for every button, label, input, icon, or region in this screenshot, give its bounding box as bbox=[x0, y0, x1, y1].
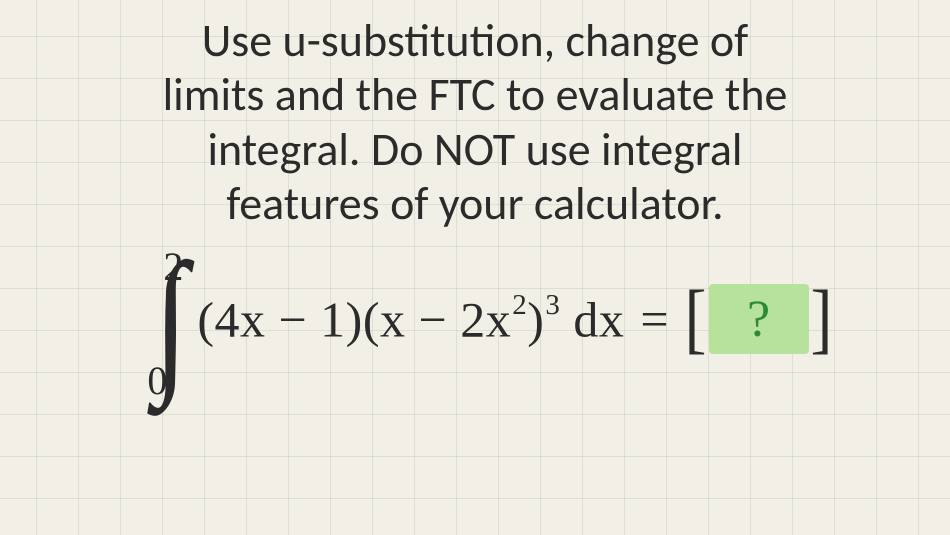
content-container: Use u-substitution, change of limits and… bbox=[0, 0, 950, 535]
exponent-3: 3 bbox=[545, 289, 560, 321]
minus-2: − bbox=[405, 292, 460, 348]
bracket-right: ] bbox=[809, 280, 835, 358]
integral-upper-limit: 2 bbox=[163, 243, 183, 290]
equation-row: ∫ 2 0 (4x − 1)(x − 2x2)3 dx = [ ? ] bbox=[0, 259, 950, 379]
integrand: (4x − 1)(x − 2x2)3 dx bbox=[187, 289, 624, 349]
paren-open-2: ( bbox=[363, 292, 380, 348]
paren-close-1: ) bbox=[346, 292, 363, 348]
prompt-line-1: Use u-substitution, change of bbox=[163, 14, 788, 68]
bracket-left: [ bbox=[683, 280, 709, 358]
prompt-line-2: limits and the FTC to evaluate the bbox=[163, 68, 788, 122]
minus-1: − bbox=[265, 292, 320, 348]
dx: dx bbox=[560, 292, 624, 348]
integral-block: ∫ 2 0 bbox=[149, 259, 187, 379]
equals-sign: = bbox=[624, 290, 682, 348]
term-x: x bbox=[380, 292, 406, 348]
prompt-line-3: integral. Do NOT use integral bbox=[163, 123, 788, 177]
paren-close-2: ) bbox=[527, 292, 544, 348]
integral-lower-limit: 0 bbox=[147, 357, 167, 404]
exponent-2: 2 bbox=[512, 289, 527, 321]
prompt-text: Use u-substitution, change of limits and… bbox=[163, 14, 788, 231]
term-4x: 4x bbox=[214, 292, 265, 348]
term-2x: 2x bbox=[460, 292, 511, 348]
prompt-line-4: features of your calculator. bbox=[163, 177, 788, 231]
term-1: 1 bbox=[320, 292, 346, 348]
answer-input[interactable]: ? bbox=[709, 284, 809, 354]
paren-open-1: ( bbox=[197, 292, 214, 348]
